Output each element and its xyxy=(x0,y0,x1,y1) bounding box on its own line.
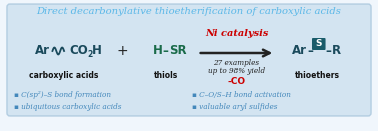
Text: thiols: thiols xyxy=(153,72,178,81)
Text: -CO: -CO xyxy=(228,77,246,86)
Text: Direct decarbonylative thioetherification of carboxylic acids: Direct decarbonylative thioetherificatio… xyxy=(37,7,341,15)
Text: 27 examples: 27 examples xyxy=(214,59,260,67)
FancyBboxPatch shape xyxy=(312,38,325,50)
Text: –: – xyxy=(162,45,168,58)
Text: ▪ valuable aryl sulfides: ▪ valuable aryl sulfides xyxy=(192,103,277,111)
Text: –: – xyxy=(307,45,313,58)
Text: H: H xyxy=(92,45,102,58)
Text: thioethers: thioethers xyxy=(295,72,340,81)
Text: +: + xyxy=(116,44,128,58)
Text: –: – xyxy=(325,45,332,58)
Text: SR: SR xyxy=(169,45,186,58)
Text: carboxylic acids: carboxylic acids xyxy=(29,72,99,81)
Text: ▪ C(sp²)–S bond formation: ▪ C(sp²)–S bond formation xyxy=(14,91,111,99)
FancyBboxPatch shape xyxy=(7,4,371,116)
Text: S: S xyxy=(316,40,322,48)
Text: CO: CO xyxy=(69,45,88,58)
Text: ▪ ubiquitous carboxylic acids: ▪ ubiquitous carboxylic acids xyxy=(14,103,121,111)
Text: R: R xyxy=(332,45,341,58)
Text: Ar: Ar xyxy=(35,45,50,58)
Text: Ar: Ar xyxy=(292,45,307,58)
Text: ▪ C–O/S–H bond activation: ▪ C–O/S–H bond activation xyxy=(192,91,291,99)
Text: Ni catalysis: Ni catalysis xyxy=(205,29,268,37)
Text: 2: 2 xyxy=(87,50,93,59)
Text: up to 98% yield: up to 98% yield xyxy=(208,67,265,75)
Text: H: H xyxy=(153,45,163,58)
